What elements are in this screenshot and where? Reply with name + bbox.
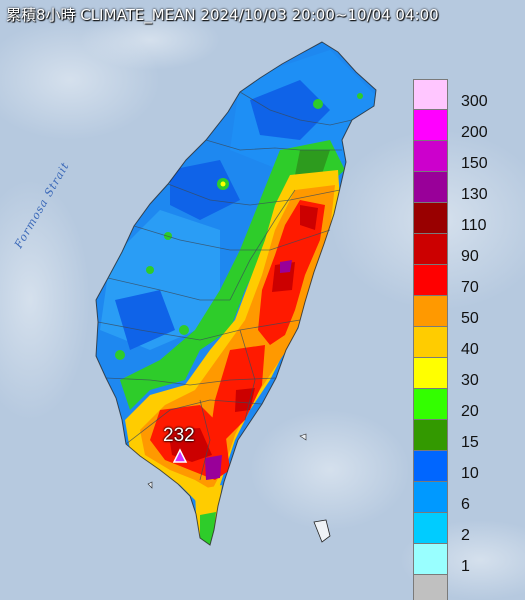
legend-label: 150: [461, 155, 488, 172]
legend-label: 90: [461, 248, 479, 265]
max-rainfall-label: 232: [163, 425, 195, 446]
legend-row: 150: [413, 141, 516, 172]
legend-row: 20: [413, 389, 516, 420]
map-title: 累積8小時 CLIMATE_MEAN 2024/10/03 20:00~10/0…: [6, 6, 439, 24]
legend-swatch: [413, 575, 448, 600]
legend-row: 10: [413, 451, 516, 482]
cloud: [250, 410, 410, 530]
max-rainfall-triangle-icon: [172, 448, 188, 463]
legend-swatch: [413, 327, 448, 358]
legend-swatch: [413, 451, 448, 482]
legend-label: 300: [461, 93, 488, 110]
legend-swatch: [413, 234, 448, 265]
legend-row: 40: [413, 327, 516, 358]
cloud: [80, 10, 220, 70]
legend-label: 1: [461, 558, 470, 575]
cloud: [0, 180, 90, 420]
legend-row: 2: [413, 513, 516, 544]
legend-swatch: [413, 172, 448, 203]
legend-swatch: [413, 389, 448, 420]
legend-swatch: [413, 358, 448, 389]
legend-row: 70: [413, 265, 516, 296]
legend-row: 200: [413, 110, 516, 141]
legend-row: 15: [413, 420, 516, 451]
legend-swatch: [413, 79, 448, 110]
legend-swatch: [413, 420, 448, 451]
county-boundaries: [95, 41, 377, 546]
legend-swatch: [413, 482, 448, 513]
legend-label: 6: [461, 496, 470, 513]
legend-row: [413, 575, 516, 600]
legend-swatch: [413, 110, 448, 141]
legend-label: 2: [461, 527, 470, 544]
legend-swatch: [413, 203, 448, 234]
legend-label: 10: [461, 465, 479, 482]
legend-label: 30: [461, 372, 479, 389]
legend-label: 40: [461, 341, 479, 358]
legend-row: 1: [413, 544, 516, 575]
islet: [299, 433, 307, 441]
legend-swatch: [413, 513, 448, 544]
rainfall-legend: 300 200 150 130 110 90 70 50 40 30 20 15 10 6 2 1: [413, 79, 516, 600]
legend-label: 70: [461, 279, 479, 296]
islet: [147, 481, 153, 489]
green-island: [313, 519, 331, 543]
legend-label: 130: [461, 186, 488, 203]
legend-row: 50: [413, 296, 516, 327]
legend-swatch: [413, 296, 448, 327]
legend-row: 30: [413, 358, 516, 389]
legend-row: 6: [413, 482, 516, 513]
legend-row: 110: [413, 203, 516, 234]
legend-label: 20: [461, 403, 479, 420]
legend-label: 15: [461, 434, 479, 451]
legend-label: 200: [461, 124, 488, 141]
legend-row: 130: [413, 172, 516, 203]
legend-swatch: [413, 544, 448, 575]
legend-label: 110: [461, 217, 487, 234]
legend-row: 90: [413, 234, 516, 265]
legend-swatch: [413, 265, 448, 296]
legend-label: 50: [461, 310, 479, 327]
legend-swatch: [413, 141, 448, 172]
legend-row: 300: [413, 79, 516, 110]
